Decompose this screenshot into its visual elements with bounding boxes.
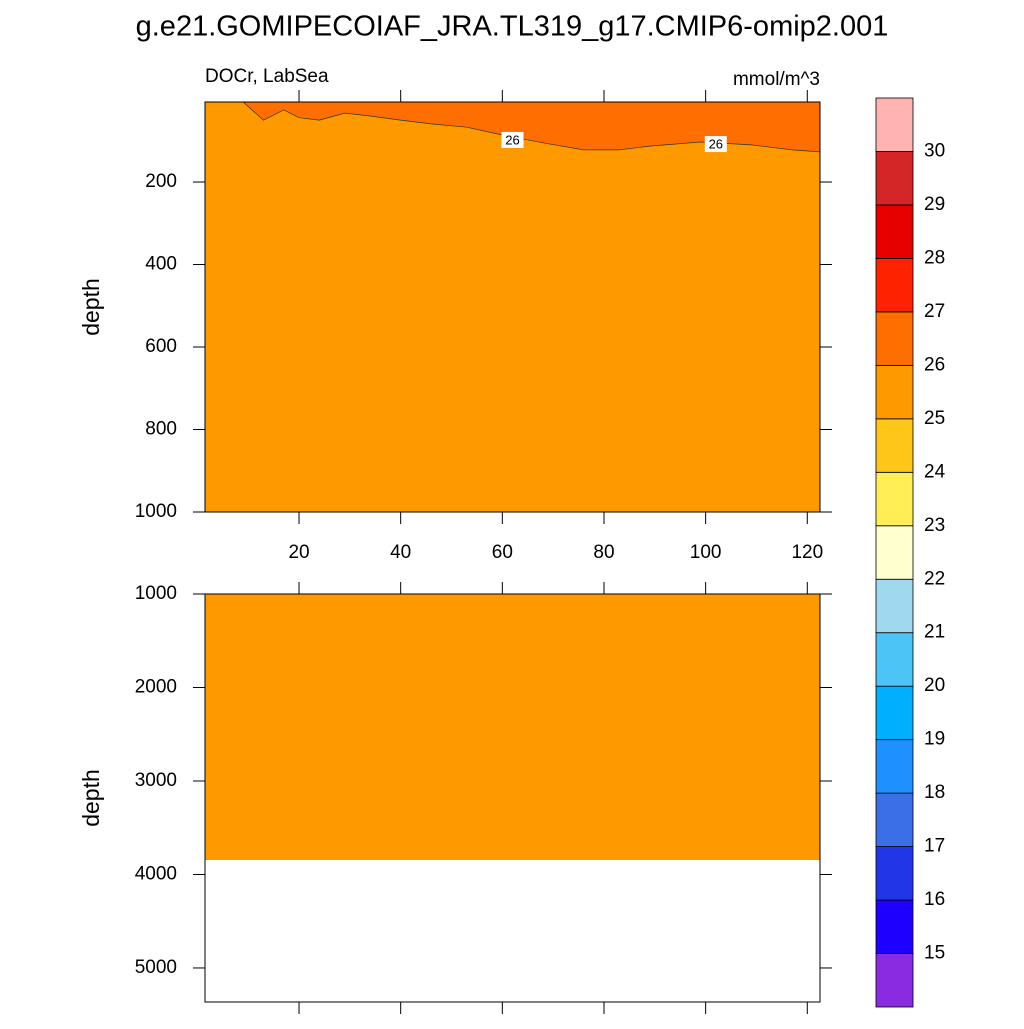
colorbar-box [875,418,914,473]
contour-label: 26 [505,132,519,147]
x-tick-label: 60 [492,542,513,563]
contour-label: 26 [709,137,723,152]
colorbar-box [875,364,914,420]
colorbar-box [875,311,914,366]
right-label: mmol/m^3 [733,69,820,90]
colorbar-box [875,685,914,741]
plot-frame [204,101,821,513]
contour-fill [243,102,821,152]
y-axis-label: depth [78,769,104,827]
x-tick-label: 100 [690,542,722,563]
contour-line [242,101,821,153]
colorbar-box [875,632,914,687]
chart-title: g.e21.GOMIPECOIAF_JRA.TL319_g17.CMIP6-om… [136,11,889,43]
colorbar-box [875,953,914,1008]
colorbar-box [875,739,914,794]
contour-label-box [704,136,727,153]
y-axis-label: depth [78,278,104,336]
y-tick-label: 1000 [135,583,177,604]
y-tick-label: 3000 [135,770,177,791]
colorbar-label: 22 [924,568,945,589]
colorbar-box [875,525,914,580]
colorbar-box [875,792,914,847]
colorbar-label: 20 [924,675,945,696]
colorbar-label: 24 [924,461,946,482]
colorbar-label: 18 [924,782,945,803]
colorbar-box [875,97,914,152]
colorbar-label: 28 [924,247,945,268]
colorbar-box [875,204,914,259]
colorbar-label: 21 [924,622,945,643]
fill-region [205,102,820,512]
colorbar-label: 19 [924,729,945,750]
colorbar-label: 25 [924,408,945,429]
colorbar-box [875,899,914,954]
y-tick-label: 400 [145,254,177,275]
colorbar-label: 15 [924,943,945,964]
colorbar-box [875,846,914,901]
colorbar-label: 23 [924,515,945,536]
colorbar-label: 29 [924,194,945,215]
y-tick-label: 1000 [135,501,177,522]
x-tick-label: 120 [791,542,823,563]
colorbar-box [875,258,914,313]
contour-label-box [501,131,524,148]
y-tick-label: 800 [145,419,177,440]
colorbar-label: 17 [924,836,945,857]
fill-region [205,594,820,860]
y-tick-label: 200 [145,171,177,192]
x-tick-label: 40 [390,542,411,563]
colorbar-label: 16 [924,889,945,910]
y-tick-label: 2000 [135,677,177,698]
colorbar-label: 26 [924,354,945,375]
left-label: DOCr, LabSea [205,66,329,87]
colorbar-box [875,471,914,527]
colorbar-label: 30 [924,140,945,161]
colorbar-box [875,151,914,206]
plot-frame [204,593,821,1003]
colorbar-label: 27 [924,301,945,322]
x-tick-label: 20 [288,542,309,563]
y-tick-label: 600 [145,336,177,357]
colorbar-box [875,578,914,634]
x-tick-label: 80 [593,542,614,563]
y-tick-label: 5000 [135,957,177,978]
y-tick-label: 4000 [135,863,177,884]
